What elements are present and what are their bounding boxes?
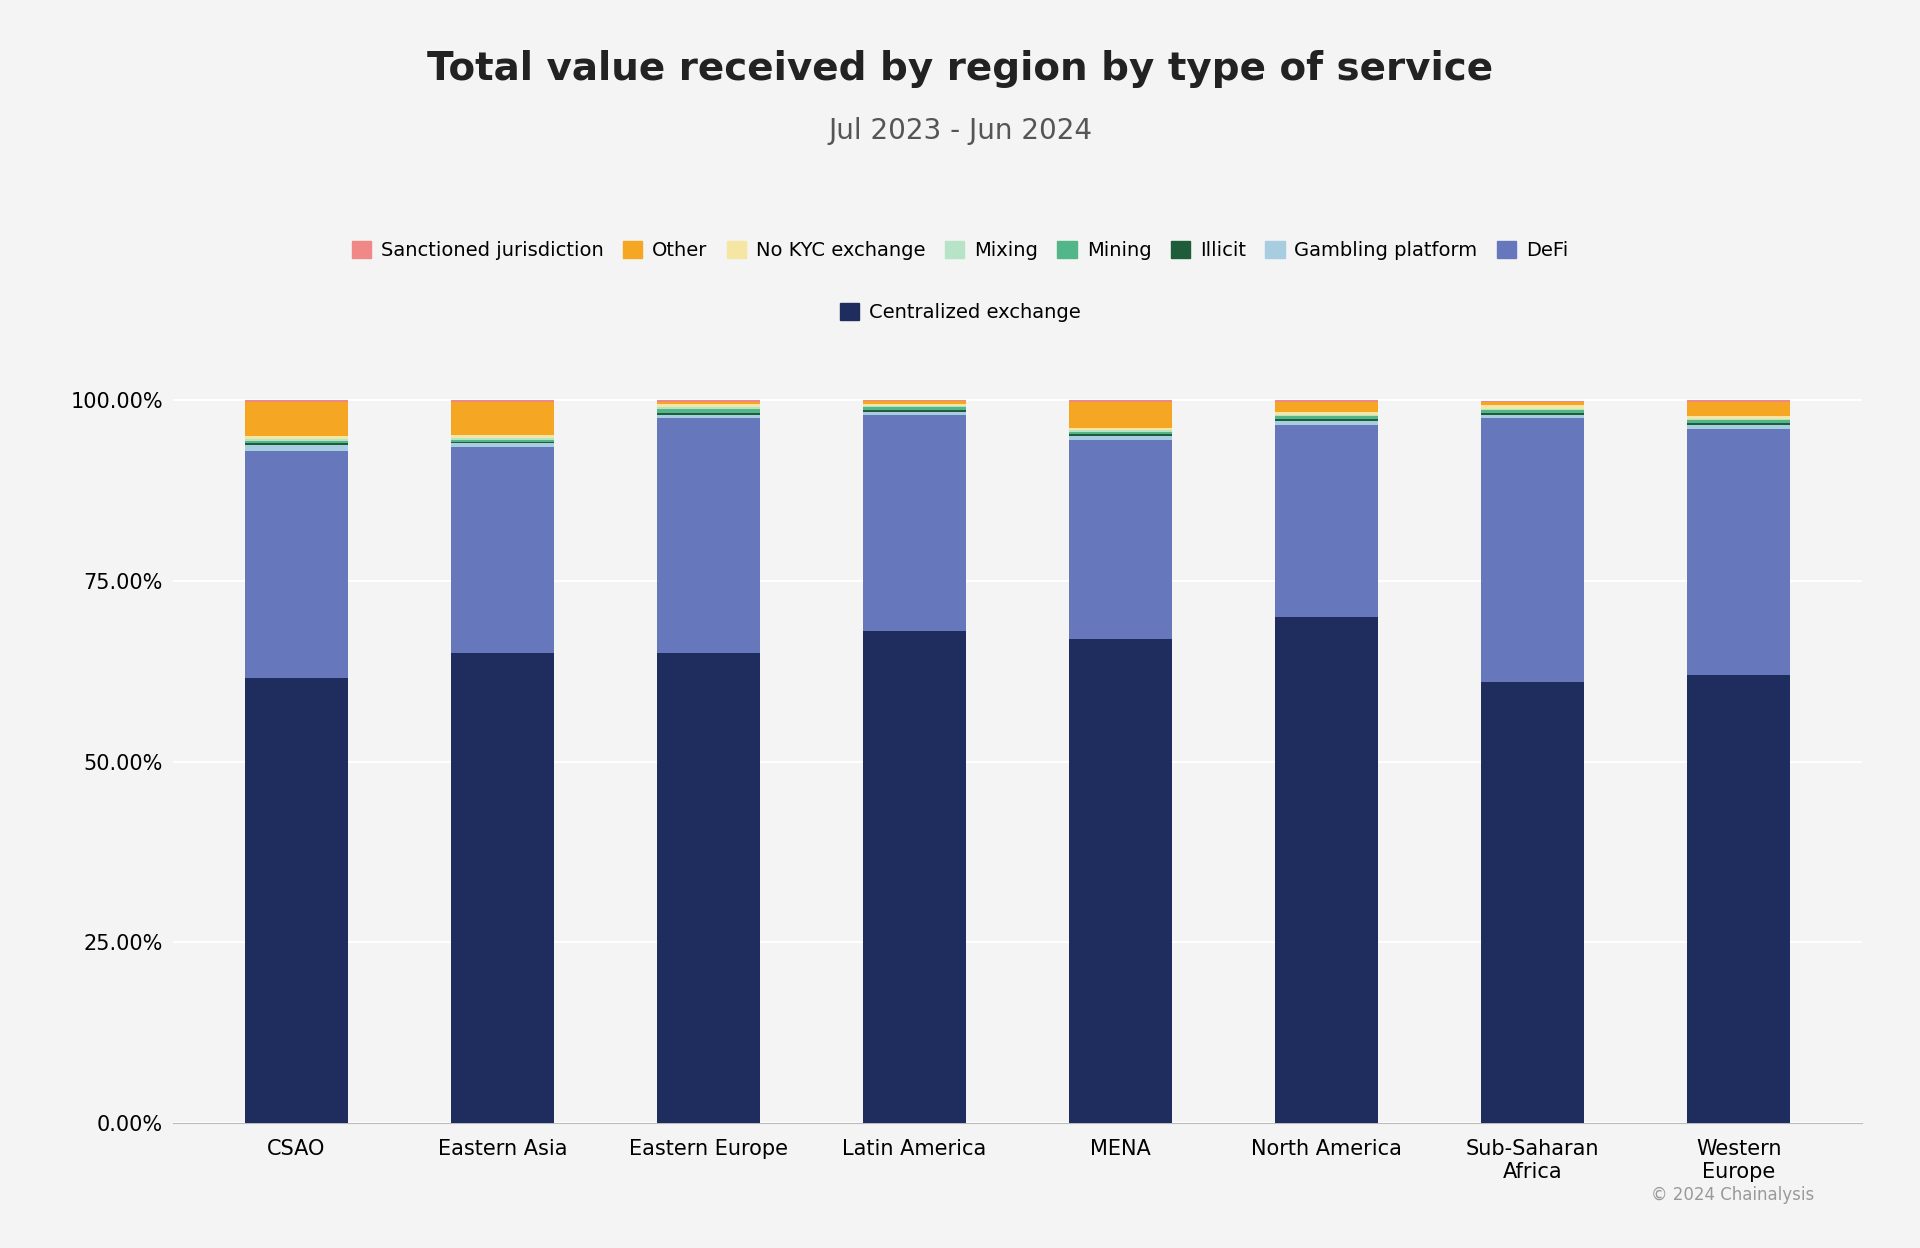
Bar	[1069, 428, 1171, 431]
Bar	[1480, 401, 1584, 402]
Bar	[1069, 434, 1171, 437]
Bar	[246, 451, 348, 679]
Bar	[451, 442, 555, 443]
Bar	[1480, 418, 1584, 683]
Bar	[451, 443, 555, 447]
Bar	[1688, 419, 1789, 421]
Bar	[864, 411, 966, 412]
Bar	[657, 407, 760, 409]
Bar	[657, 414, 760, 418]
Bar	[864, 414, 966, 631]
Bar	[1688, 401, 1789, 402]
Bar	[1069, 439, 1171, 639]
Bar	[1480, 683, 1584, 1123]
Bar	[657, 402, 760, 403]
Bar	[451, 447, 555, 653]
Bar	[1275, 414, 1379, 416]
Bar	[1480, 413, 1584, 416]
Bar	[1688, 416, 1789, 419]
Bar	[1275, 402, 1379, 412]
Bar	[1275, 412, 1379, 414]
Text: Total value received by region by type of service: Total value received by region by type o…	[426, 50, 1494, 87]
Bar	[864, 401, 966, 403]
Bar	[1688, 426, 1789, 429]
Bar	[1069, 401, 1171, 402]
Bar	[451, 434, 555, 438]
Bar	[864, 412, 966, 414]
Bar	[246, 441, 348, 443]
Bar	[1688, 429, 1789, 675]
Bar	[451, 402, 555, 434]
Bar	[657, 413, 760, 414]
Bar	[1275, 421, 1379, 426]
Bar	[246, 443, 348, 444]
Bar	[1688, 423, 1789, 426]
Bar	[1069, 432, 1171, 434]
Bar	[864, 403, 966, 406]
Bar	[1688, 421, 1789, 423]
Bar	[1069, 639, 1171, 1123]
Bar	[1069, 437, 1171, 439]
Text: © 2024 Chainalysis: © 2024 Chainalysis	[1651, 1187, 1814, 1204]
Bar	[1069, 431, 1171, 432]
Bar	[451, 438, 555, 439]
Bar	[1688, 675, 1789, 1123]
Bar	[1275, 426, 1379, 617]
Bar	[657, 409, 760, 413]
Bar	[864, 631, 966, 1123]
Bar	[246, 444, 348, 451]
Bar	[1275, 416, 1379, 419]
Bar	[246, 439, 348, 441]
Bar	[1688, 402, 1789, 416]
Bar	[451, 653, 555, 1123]
Bar	[1480, 402, 1584, 406]
Bar	[1480, 409, 1584, 411]
Bar	[864, 407, 966, 411]
Bar	[1480, 416, 1584, 418]
Bar	[864, 406, 966, 407]
Bar	[1480, 411, 1584, 413]
Bar	[451, 401, 555, 402]
Text: Jul 2023 - Jun 2024: Jul 2023 - Jun 2024	[828, 117, 1092, 145]
Legend: Centralized exchange: Centralized exchange	[839, 303, 1081, 322]
Bar	[657, 401, 760, 402]
Bar	[1275, 617, 1379, 1123]
Bar	[1069, 402, 1171, 428]
Bar	[657, 653, 760, 1123]
Bar	[657, 403, 760, 407]
Bar	[1275, 419, 1379, 421]
Bar	[246, 437, 348, 439]
Bar	[246, 679, 348, 1123]
Bar	[246, 401, 348, 402]
Bar	[246, 402, 348, 437]
Bar	[451, 439, 555, 442]
Bar	[1480, 406, 1584, 409]
Bar	[657, 418, 760, 653]
Bar	[1275, 401, 1379, 402]
Legend: Sanctioned jurisdiction, Other, No KYC exchange, Mixing, Mining, Illicit, Gambli: Sanctioned jurisdiction, Other, No KYC e…	[351, 241, 1569, 260]
